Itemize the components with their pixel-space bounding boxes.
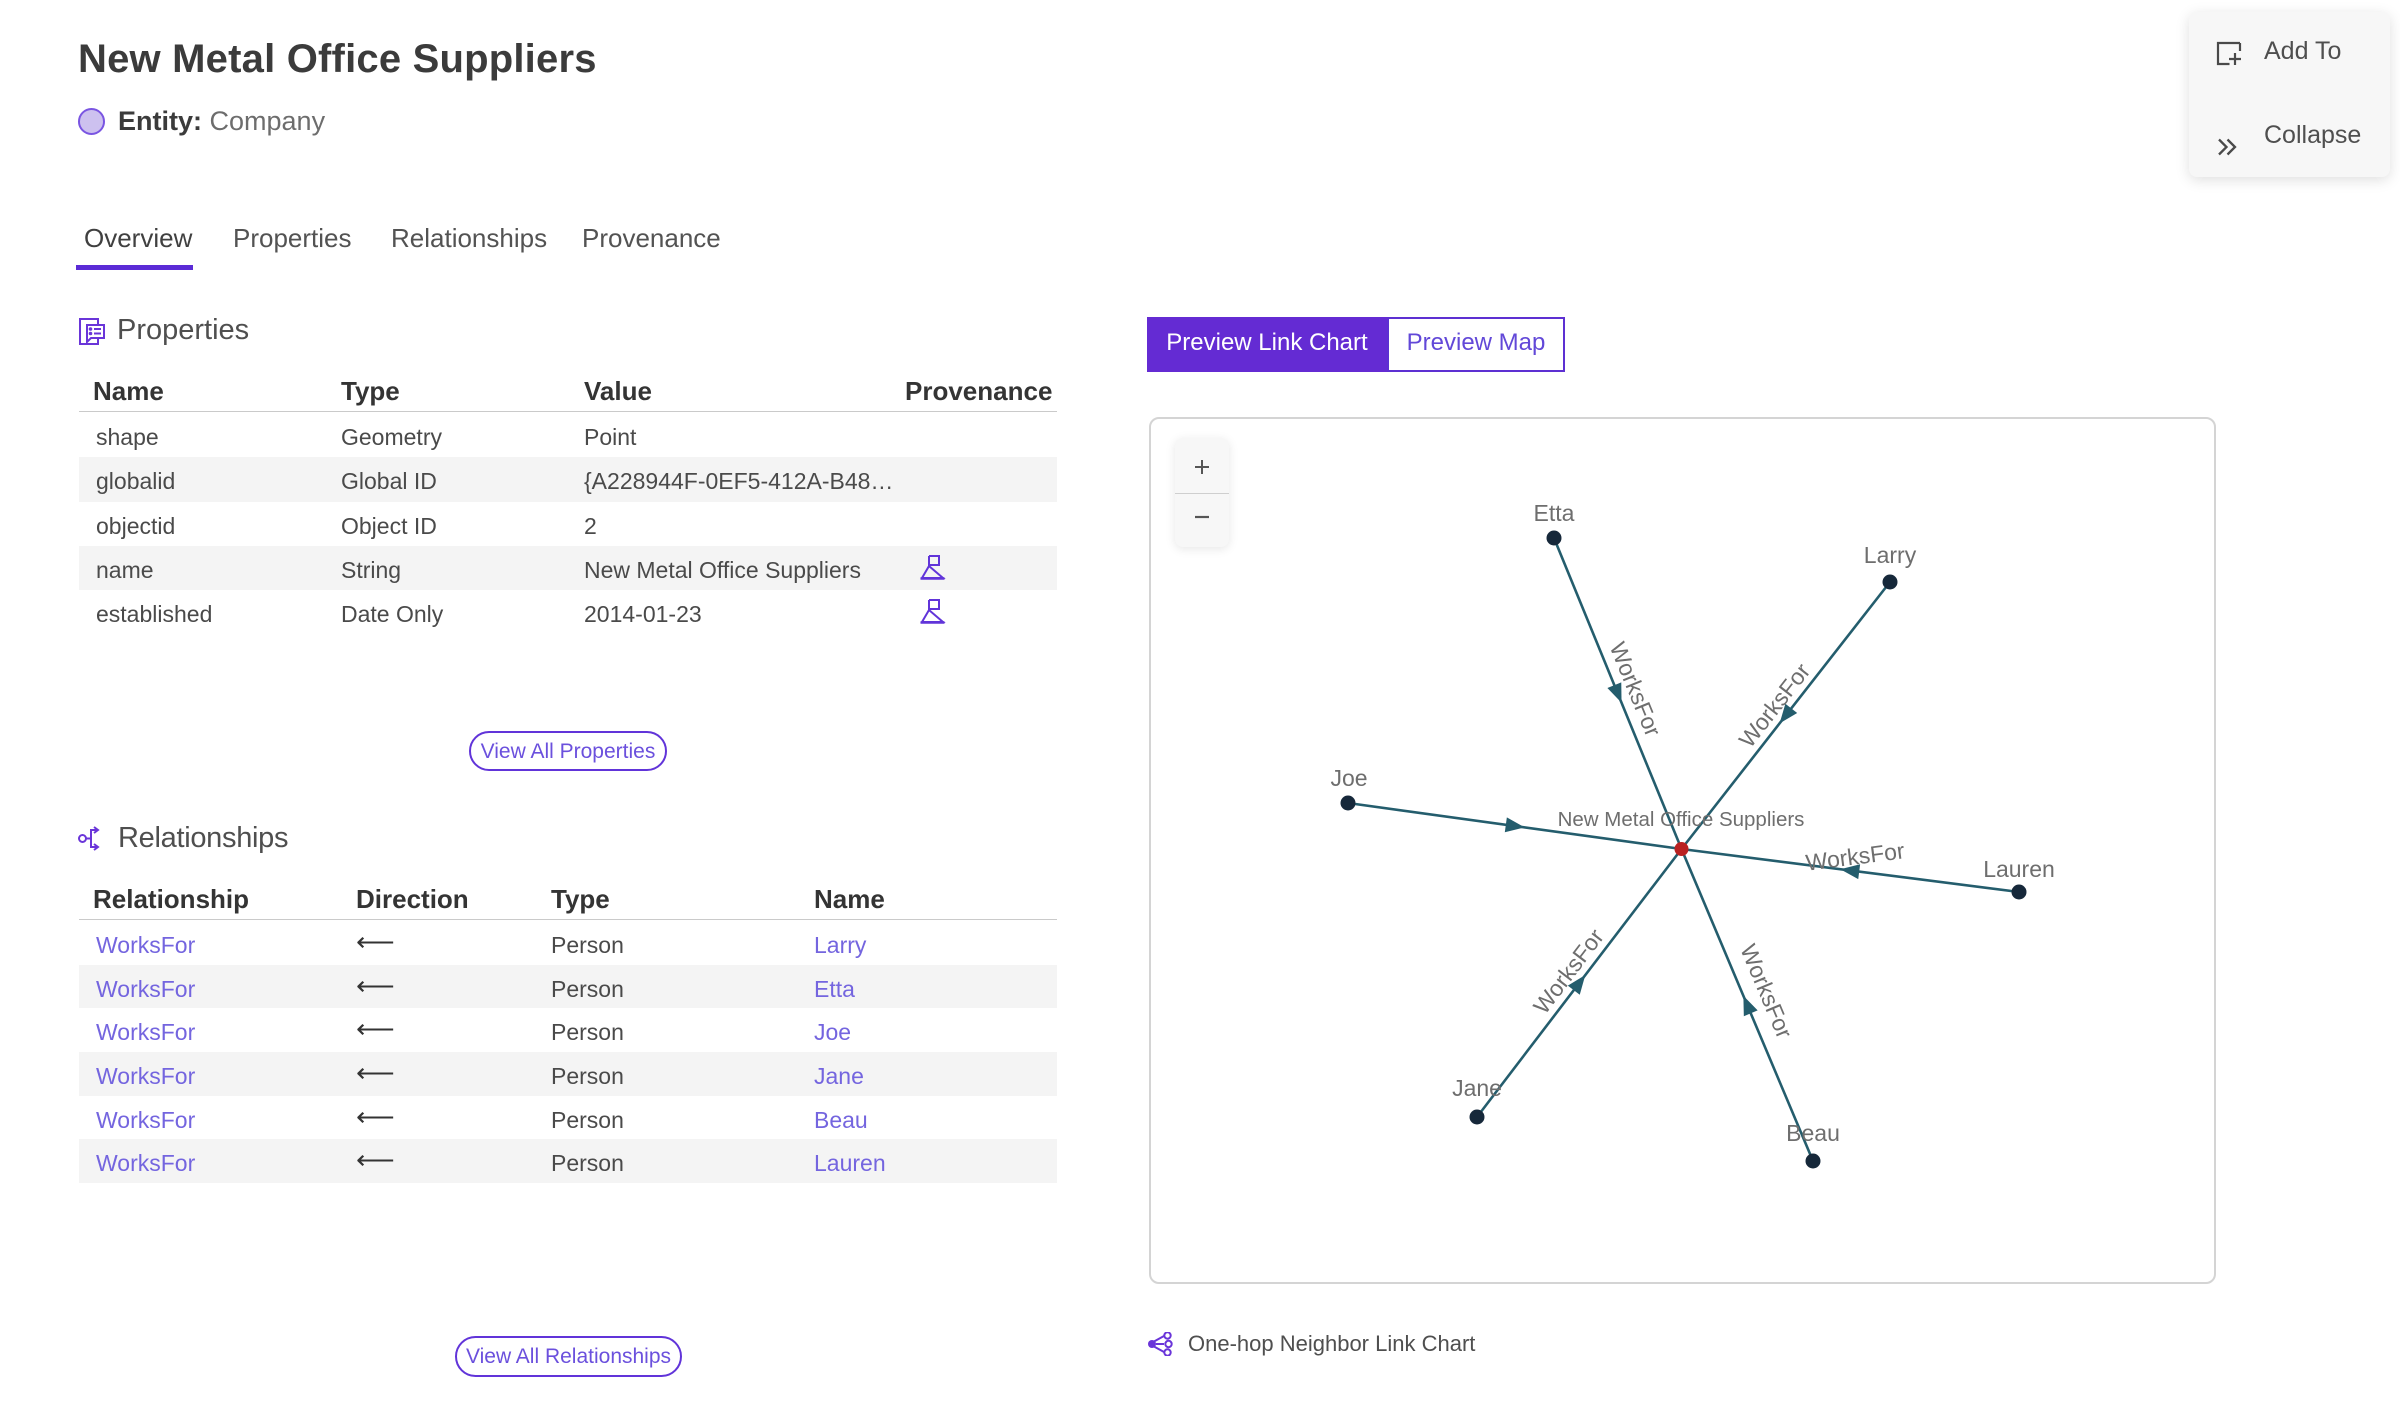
svg-text:Beau: Beau <box>1786 1120 1840 1146</box>
svg-text:New Metal Office Suppliers: New Metal Office Suppliers <box>1558 808 1805 831</box>
svg-text:Jane: Jane <box>1452 1075 1502 1101</box>
svg-text:WorksFor: WorksFor <box>1734 658 1816 752</box>
svg-text:Larry: Larry <box>1864 542 1917 568</box>
svg-text:Joe: Joe <box>1330 765 1367 791</box>
svg-text:WorksFor: WorksFor <box>1735 940 1798 1042</box>
svg-text:Lauren: Lauren <box>1983 856 2055 882</box>
svg-text:Etta: Etta <box>1534 500 1575 526</box>
svg-text:WorksFor: WorksFor <box>1528 924 1609 1019</box>
